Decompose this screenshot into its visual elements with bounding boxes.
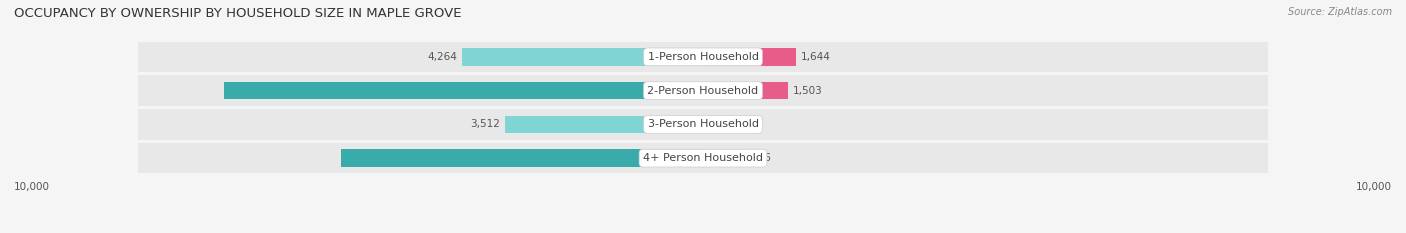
Bar xyxy=(138,143,703,174)
Bar xyxy=(138,75,703,106)
Text: 6,403: 6,403 xyxy=(685,153,718,163)
Text: 2-Person Household: 2-Person Household xyxy=(647,86,759,96)
Bar xyxy=(703,82,787,99)
Bar xyxy=(703,75,1268,106)
Text: 1-Person Household: 1-Person Household xyxy=(648,52,758,62)
Bar xyxy=(342,149,703,167)
Bar xyxy=(138,109,703,140)
Text: 10,000: 10,000 xyxy=(14,182,51,192)
Text: 8,488: 8,488 xyxy=(679,86,713,96)
Bar xyxy=(505,116,703,133)
Bar xyxy=(138,41,703,72)
Bar xyxy=(224,82,703,99)
Text: 4+ Person Household: 4+ Person Household xyxy=(643,153,763,163)
Text: 776: 776 xyxy=(751,153,772,163)
Bar xyxy=(703,149,747,167)
Text: 1,503: 1,503 xyxy=(793,86,823,96)
Text: 4,264: 4,264 xyxy=(427,52,458,62)
Text: Source: ZipAtlas.com: Source: ZipAtlas.com xyxy=(1288,7,1392,17)
Text: 3,512: 3,512 xyxy=(470,119,501,129)
Text: 516: 516 xyxy=(737,119,756,129)
Bar xyxy=(463,48,703,66)
Text: 10,000: 10,000 xyxy=(1355,182,1392,192)
Text: 3-Person Household: 3-Person Household xyxy=(648,119,758,129)
Bar xyxy=(703,143,1268,174)
Bar xyxy=(703,48,796,66)
Bar xyxy=(703,116,733,133)
Bar xyxy=(703,41,1268,72)
Bar xyxy=(703,109,1268,140)
Text: 1,644: 1,644 xyxy=(800,52,830,62)
Text: OCCUPANCY BY OWNERSHIP BY HOUSEHOLD SIZE IN MAPLE GROVE: OCCUPANCY BY OWNERSHIP BY HOUSEHOLD SIZE… xyxy=(14,7,461,20)
